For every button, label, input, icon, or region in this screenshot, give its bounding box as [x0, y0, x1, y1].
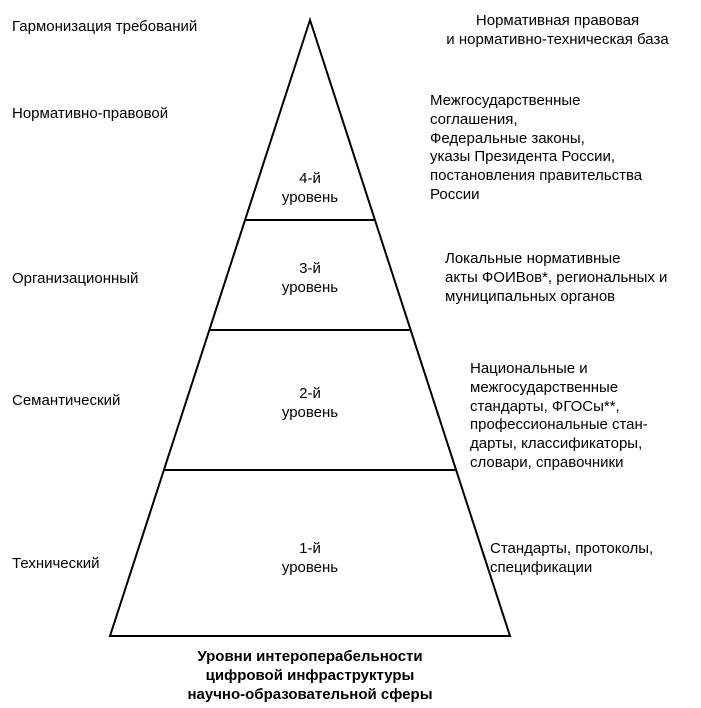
diagram-stage: Гармонизация требований Нормативная прав… — [0, 0, 701, 708]
tier3-right-label: Локальные нормативные акты ФОИВов*, реги… — [445, 250, 667, 306]
tier1-center-label: 1-й уровень — [270, 540, 350, 578]
tier2-center-label: 2-й уровень — [270, 385, 350, 423]
tier4-right-label: Межгосударственные соглашения, Федеральн… — [430, 92, 670, 205]
caption: Уровни интероперабельности цифровой инфр… — [150, 648, 470, 704]
tier3-center-label: 3-й уровень — [270, 260, 350, 298]
tier4-left-label: Нормативно-правовой — [12, 105, 168, 124]
tier4-center-label: 4-й уровень — [270, 170, 350, 208]
tier1-left-label: Технический — [12, 555, 99, 574]
tier2-right-label: Национальные и межгосударственные станда… — [470, 360, 648, 473]
header-left: Гармонизация требований — [12, 18, 197, 37]
tier1-right-label: Стандарты, протоколы, спецификации — [490, 540, 653, 578]
header-right: Нормативная правовая и нормативно-технич… — [430, 12, 685, 50]
tier3-left-label: Организационный — [12, 270, 138, 289]
tier2-left-label: Семантический — [12, 392, 120, 411]
